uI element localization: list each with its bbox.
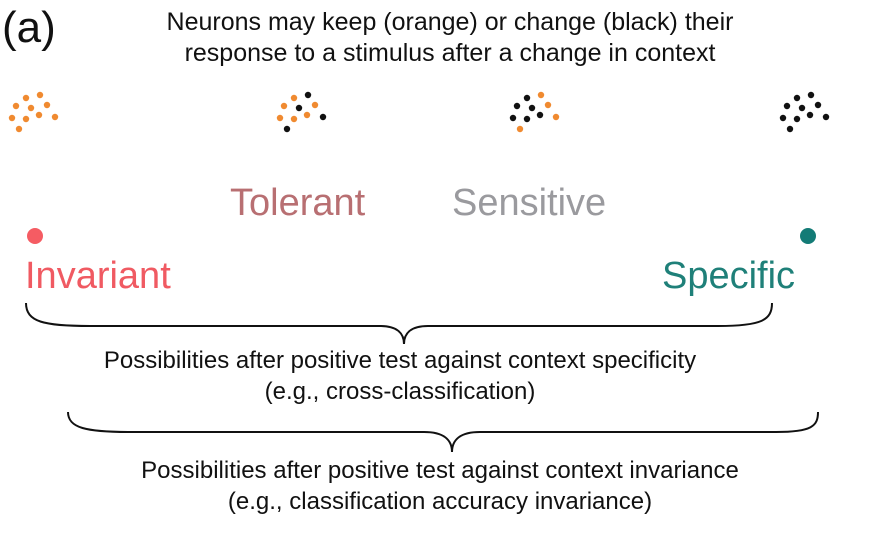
neuron-cluster-mostly-orange	[276, 91, 327, 133]
neuron-dot-black	[807, 91, 815, 99]
neuron-dot-black	[523, 115, 531, 123]
neuron-dot-orange	[311, 101, 319, 109]
neuron-dot-black	[295, 104, 303, 112]
panel-label: (a)	[2, 3, 56, 52]
neuron-cluster-all-orange	[8, 91, 59, 133]
label-tolerant: Tolerant	[230, 182, 366, 224]
neuron-dot-orange	[51, 113, 59, 121]
neuron-dot-orange	[43, 101, 51, 109]
neuron-dot-orange	[544, 101, 552, 109]
label-sensitive: Sensitive	[452, 182, 607, 224]
spectrum-end-specific	[800, 228, 816, 244]
brace-invariance-caption: Possibilities after positive test agains…	[70, 455, 810, 517]
brace-specificity-line-1: Possibilities after positive test agains…	[103, 347, 697, 374]
neuron-dot-black	[806, 111, 814, 119]
neuron-dot-orange	[27, 104, 35, 112]
neuron-dot-orange	[552, 113, 560, 121]
neuron-dot-black	[319, 113, 327, 121]
spectrum-end-invariant	[27, 228, 43, 244]
brace-specificity-caption: Possibilities after positive test agains…	[30, 345, 770, 407]
neuron-cluster-mostly-black	[509, 91, 560, 133]
neuron-dot-black	[528, 104, 536, 112]
neuron-dot-black	[822, 113, 830, 121]
neuron-dot-black	[304, 91, 312, 99]
neuron-dot-orange	[280, 102, 288, 110]
neuron-dot-orange	[537, 91, 545, 99]
neuron-dot-orange	[290, 94, 298, 102]
neuron-cluster-all-black	[779, 91, 830, 133]
label-invariant: Invariant	[25, 255, 171, 297]
brace-specificity	[25, 302, 773, 345]
neuron-dot-black	[786, 125, 794, 133]
brace-specificity-line-2: (e.g., cross-classification)	[264, 378, 536, 405]
neuron-dot-black	[779, 114, 787, 122]
neuron-dot-orange	[22, 94, 30, 102]
neuron-dot-black	[798, 104, 806, 112]
neuron-dot-black	[793, 94, 801, 102]
neuron-dot-orange	[15, 125, 23, 133]
neuron-dot-black	[783, 102, 791, 110]
neuron-dot-black	[523, 94, 531, 102]
neuron-dot-orange	[8, 114, 16, 122]
title-line-1: Neurons may keep (orange) or change (bla…	[166, 8, 734, 36]
neuron-clusters	[8, 91, 830, 133]
neuron-dot-orange	[290, 115, 298, 123]
neuron-dot-black	[513, 102, 521, 110]
neuron-dot-orange	[22, 115, 30, 123]
neuron-dot-black	[793, 115, 801, 123]
brace-invariance	[67, 411, 819, 453]
neuron-dot-black	[283, 125, 291, 133]
neuron-dot-black	[536, 111, 544, 119]
neuron-dot-orange	[276, 114, 284, 122]
neuron-dot-black	[509, 114, 517, 122]
neuron-dot-orange	[35, 111, 43, 119]
neuron-dot-orange	[303, 111, 311, 119]
label-specific: Specific	[662, 255, 796, 297]
neuron-dot-orange	[36, 91, 44, 99]
title-line-2: response to a stimulus after a change in…	[184, 39, 716, 67]
brace-invariance-line-2: (e.g., classification accuracy invarianc…	[227, 488, 653, 515]
figure-title: Neurons may keep (orange) or change (bla…	[80, 7, 820, 69]
neuron-dot-black	[814, 101, 822, 109]
brace-invariance-line-1: Possibilities after positive test agains…	[141, 457, 739, 484]
neuron-dot-orange	[12, 102, 20, 110]
neuron-dot-orange	[516, 125, 524, 133]
